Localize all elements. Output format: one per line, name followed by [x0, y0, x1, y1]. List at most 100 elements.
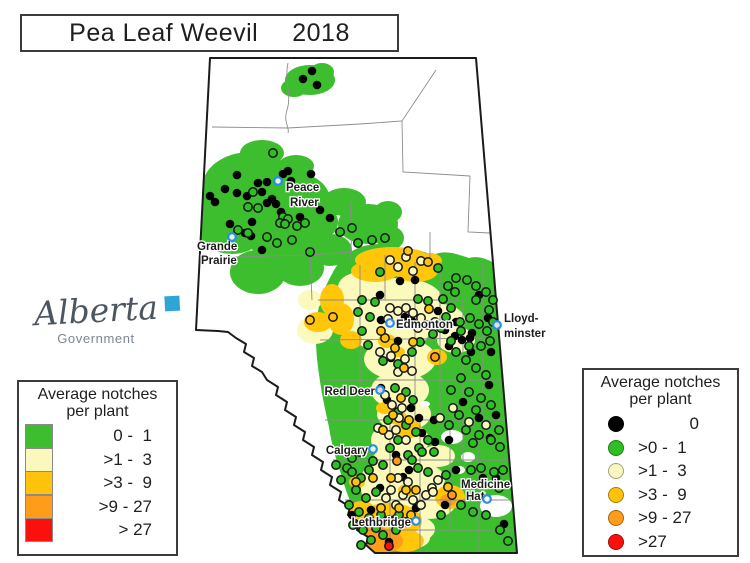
- survey-point-dot: [474, 430, 484, 440]
- survey-point-dot: [280, 219, 290, 229]
- survey-point-dot: [433, 475, 443, 485]
- survey-point-dot: [292, 221, 302, 231]
- survey-point-dot: [484, 380, 494, 390]
- survey-point-dot: [375, 267, 385, 277]
- survey-point-dot: [465, 313, 475, 323]
- survey-point-dot: [444, 435, 454, 445]
- survey-point-dot: [495, 525, 505, 535]
- survey-point-dot: [286, 176, 296, 186]
- survey-point-dot: [371, 487, 381, 497]
- survey-point-dot: [440, 500, 450, 510]
- survey-point-dot: [387, 400, 397, 410]
- survey-point-dot: [403, 246, 413, 256]
- survey-point-dot: [366, 535, 376, 545]
- city-marker: [482, 494, 492, 504]
- survey-point-dot: [315, 205, 325, 215]
- survey-point-dot: [414, 413, 424, 423]
- survey-point-dot: [400, 312, 410, 322]
- survey-point-dot: [396, 393, 406, 403]
- survey-point-dot: [438, 294, 448, 304]
- survey-point-dot: [388, 410, 398, 420]
- survey-point-dot: [325, 213, 335, 223]
- survey-point-dot: [368, 473, 378, 483]
- legend-point-row: >0 - 1: [584, 436, 737, 460]
- legend-point-swatch: [608, 463, 624, 480]
- survey-point-dot: [391, 425, 401, 435]
- survey-point-dot: [451, 347, 461, 357]
- city-label: Hat: [466, 491, 485, 503]
- survey-point-dot: [458, 397, 468, 407]
- survey-point-dot: [408, 266, 418, 276]
- survey-point-dot: [355, 447, 365, 457]
- legend-point-row: >1 - 3: [584, 460, 737, 484]
- survey-point-dot: [386, 351, 396, 361]
- legend-point-row: >3 - 9: [584, 483, 737, 507]
- survey-point-dot: [441, 470, 451, 480]
- survey-point-dot: [436, 510, 446, 520]
- survey-point-dot: [393, 435, 403, 445]
- survey-points: [205, 66, 513, 551]
- legend-left-title: Average notches per plant: [37, 386, 158, 420]
- survey-point-dot: [401, 485, 411, 495]
- survey-point-dot: [468, 438, 478, 448]
- survey-point-dot: [363, 340, 373, 350]
- title-year: 2018: [292, 18, 350, 47]
- survey-point-dot: [404, 465, 414, 475]
- survey-point-dot: [348, 520, 358, 530]
- survey-point-dot: [401, 517, 411, 527]
- survey-point-dot: [413, 294, 423, 304]
- city-marker: [375, 385, 385, 395]
- survey-point-dot: [489, 467, 499, 477]
- survey-point-dot: [283, 166, 293, 176]
- title-text: Pea Leaf Weevil: [69, 18, 259, 47]
- survey-point-dot: [423, 467, 433, 477]
- survey-point-dot: [488, 295, 498, 305]
- survey-point-dot: [257, 245, 267, 255]
- survey-point-dot: [408, 308, 418, 318]
- survey-point-dot: [391, 525, 401, 535]
- survey-point-dot: [385, 443, 395, 453]
- legend-region-swatch: [25, 471, 53, 496]
- survey-point-dot: [378, 425, 388, 435]
- legend-region-colors: Average notches per plant 0 - 1 >1 - 3 >3 …: [17, 380, 178, 556]
- survey-point-dot: [407, 455, 417, 465]
- city-label: Grande: [197, 241, 237, 253]
- survey-point-dot: [486, 400, 496, 410]
- city-label: Prairie: [201, 255, 237, 267]
- survey-point-dot: [300, 218, 310, 228]
- survey-point-dot: [408, 395, 418, 405]
- legend-region-row: >3 - 9: [19, 471, 176, 496]
- city-marker: [492, 320, 502, 330]
- survey-point-dot: [413, 463, 423, 473]
- survey-point-dot: [262, 177, 272, 187]
- survey-point-dot: [305, 315, 315, 325]
- survey-point-dot: [287, 235, 297, 245]
- survey-point-dot: [257, 187, 267, 197]
- survey-point-dot: [443, 482, 453, 492]
- survey-point-dot: [423, 435, 433, 445]
- survey-point-dot: [368, 456, 378, 466]
- survey-point-dot: [410, 275, 420, 285]
- survey-point-dot: [375, 347, 385, 357]
- survey-point-dot: [298, 74, 308, 84]
- city-marker: [368, 444, 378, 454]
- survey-point-dot: [247, 217, 257, 227]
- survey-point-dot: [408, 495, 418, 505]
- survey-point-dot: [457, 335, 467, 345]
- legend-region-label: >1 - 3: [103, 449, 152, 469]
- survey-point-dot: [376, 315, 386, 325]
- survey-point-dot: [328, 312, 338, 322]
- alberta-outline: [195, 57, 518, 554]
- survey-point-dot: [357, 326, 367, 336]
- legend-point-swatch: [608, 533, 624, 550]
- survey-point-dot: [243, 228, 253, 238]
- survey-point-dot: [397, 403, 407, 413]
- survey-point-dot: [365, 312, 375, 322]
- city-marker: [227, 232, 237, 242]
- survey-point-dot: [435, 413, 445, 423]
- survey-point-dot: [468, 507, 478, 517]
- legend-point-swatch: [608, 510, 624, 527]
- survey-point-dot: [417, 447, 427, 457]
- survey-point-dot: [351, 477, 361, 487]
